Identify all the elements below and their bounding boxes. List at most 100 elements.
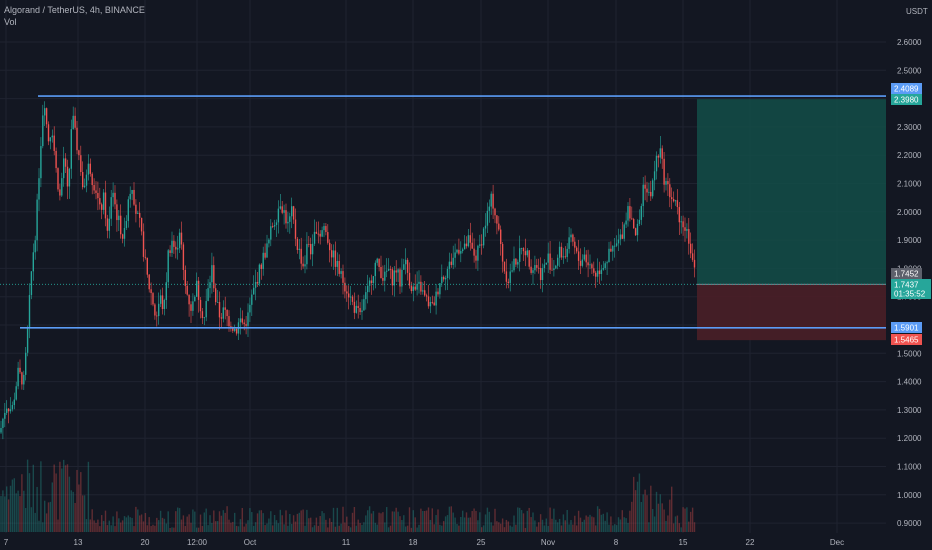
candle-body xyxy=(281,206,283,213)
volume-bar xyxy=(646,495,648,532)
volume-bar xyxy=(617,517,620,532)
volume-bar xyxy=(6,486,8,532)
volume-bar xyxy=(446,515,449,532)
volume-bar xyxy=(192,509,194,532)
candle-body xyxy=(83,185,86,188)
volume-bar xyxy=(488,511,490,532)
volume-bar xyxy=(530,517,532,532)
volume-bar xyxy=(317,525,319,532)
volume-bar xyxy=(268,518,270,532)
candle-body xyxy=(63,158,65,179)
candle-body xyxy=(612,245,614,252)
volume-bar xyxy=(82,495,84,532)
candle-body xyxy=(562,256,565,258)
prev-close-price-text: 1.7452 xyxy=(894,270,919,279)
candle-body xyxy=(194,296,196,302)
candle-body xyxy=(642,184,644,207)
volume-bar xyxy=(239,519,242,532)
candle-body xyxy=(294,219,297,239)
volume-bar xyxy=(427,507,430,532)
volume-bar xyxy=(165,523,167,532)
candle-body xyxy=(361,310,363,313)
candle-body xyxy=(28,295,31,328)
volume-bar xyxy=(253,525,255,532)
volume-bar xyxy=(558,518,561,532)
volume-bar xyxy=(57,519,59,532)
candle-body xyxy=(462,249,464,252)
volume-bar xyxy=(690,511,692,532)
volume-bar xyxy=(241,507,243,532)
last-price-text: 1.7437 xyxy=(894,281,919,290)
volume-bar xyxy=(669,499,671,532)
candle-body xyxy=(448,261,451,269)
position-target-zone[interactable] xyxy=(697,99,886,285)
price-tick-label: 1.9000 xyxy=(897,236,922,245)
candle-body xyxy=(549,253,551,270)
volume-bar xyxy=(595,525,597,532)
candle-body xyxy=(684,227,686,231)
volume-bar xyxy=(336,507,338,532)
volume-bar xyxy=(454,517,456,532)
volume-bar xyxy=(634,490,637,532)
volume-bar xyxy=(623,517,625,532)
candle-body xyxy=(190,304,192,311)
candle-body xyxy=(59,189,61,196)
candle-body xyxy=(617,239,620,244)
volume-bar xyxy=(156,517,158,532)
candle-body xyxy=(323,226,325,231)
candle-body xyxy=(598,270,601,275)
volume-bar xyxy=(180,519,183,532)
volume-bar xyxy=(332,507,335,532)
candle-body xyxy=(454,252,456,258)
volume-bar xyxy=(456,523,458,532)
candle-body xyxy=(541,268,544,281)
volume-bar xyxy=(182,515,185,532)
candle-body xyxy=(218,302,221,318)
volume-bar xyxy=(325,519,327,532)
volume-bar xyxy=(524,527,527,532)
volume-bar xyxy=(614,524,616,532)
volume-label[interactable]: Vol xyxy=(4,17,17,27)
candle-body xyxy=(678,207,680,223)
volume-bar xyxy=(391,511,394,532)
volume-bar xyxy=(34,512,36,532)
support-price-tag: 1.5901 xyxy=(891,322,922,333)
volume-bar xyxy=(627,522,629,532)
volume-bar xyxy=(254,522,257,532)
candle-body xyxy=(310,244,312,255)
candle-body xyxy=(241,318,243,323)
candle-body xyxy=(66,166,69,187)
candle-body xyxy=(239,318,242,323)
candle-body xyxy=(433,302,435,306)
candle-body xyxy=(87,163,90,175)
volume-bar xyxy=(47,502,50,532)
volume-bar xyxy=(28,473,31,532)
volume-bar xyxy=(99,526,101,532)
candle-body xyxy=(47,124,50,142)
candle-body xyxy=(680,221,682,223)
position-stop-zone[interactable] xyxy=(697,284,886,341)
candle-body xyxy=(76,127,78,151)
volume-bar xyxy=(158,520,160,532)
volume-bar xyxy=(89,519,91,532)
volume-bar xyxy=(108,520,110,532)
candle-body xyxy=(621,234,623,239)
volume-bar xyxy=(405,526,407,532)
volume-bar xyxy=(433,524,435,532)
time-axis[interactable]: 7 13 20 12:00 Oct 11 18 25 Nov 8 15 22 Dec xyxy=(4,538,844,547)
volume-bar xyxy=(167,511,169,532)
symbol-title[interactable]: Algorand / TetherUS, 4h, BINANCE xyxy=(4,5,145,15)
volume-bar xyxy=(450,506,452,532)
candle-body xyxy=(142,231,145,257)
candle-body xyxy=(545,262,547,265)
volume-bar xyxy=(566,509,568,532)
volume-bar xyxy=(36,486,38,532)
volume-bar xyxy=(412,510,414,532)
volume-bar xyxy=(222,510,224,532)
volume-bar xyxy=(547,526,549,532)
candle-body xyxy=(150,289,152,294)
candle-body xyxy=(182,244,185,270)
candle-body xyxy=(564,256,566,258)
volume-bar xyxy=(667,515,669,532)
